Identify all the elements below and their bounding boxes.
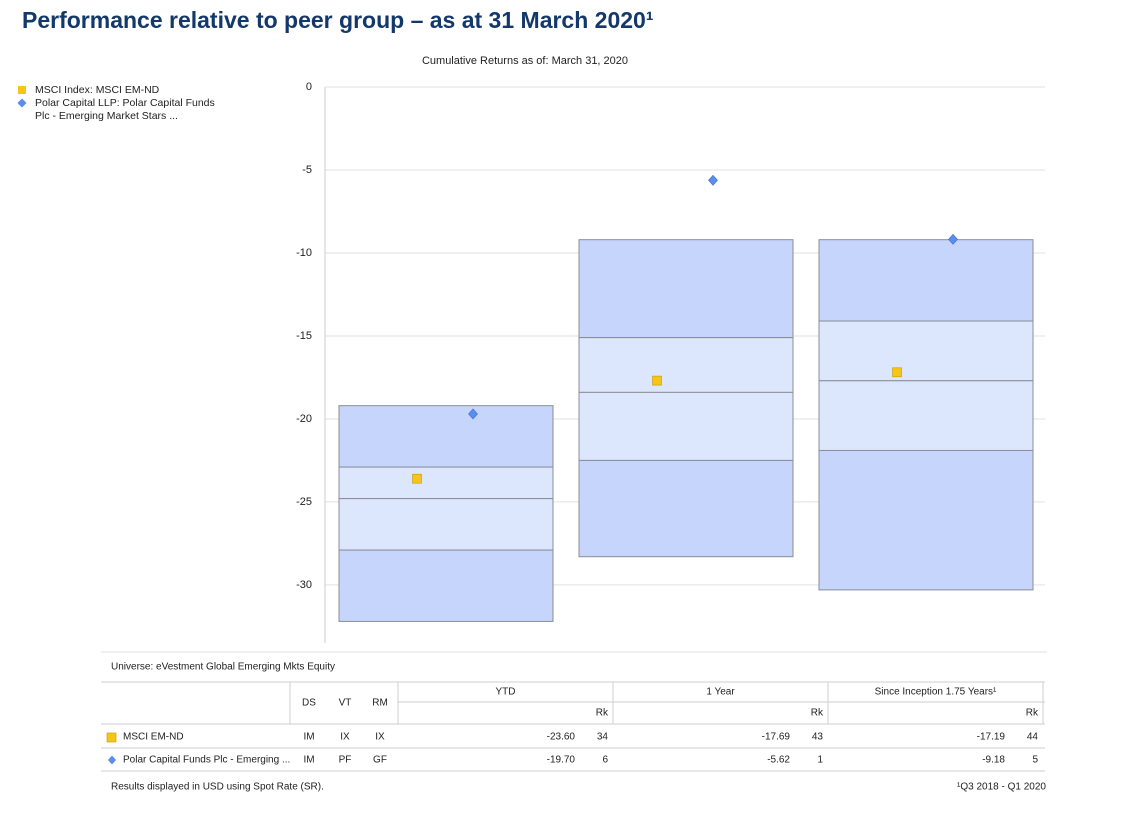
row-name: MSCI EM-ND xyxy=(123,732,184,743)
row-cell: 44 xyxy=(1027,732,1039,743)
quartile-box xyxy=(338,549,554,622)
rank-header: Rk xyxy=(1026,708,1039,719)
footer-left: Results displayed in USD using Spot Rate… xyxy=(111,782,324,793)
footer-right: ¹Q3 2018 - Q1 2020 xyxy=(957,782,1046,793)
y-tick-label: -30 xyxy=(296,579,312,591)
legend-item: MSCI Index: MSCI EM-ND xyxy=(17,84,222,97)
universe: Universe: eVestment Global Emerging Mkts… xyxy=(111,662,335,673)
point xyxy=(708,174,718,186)
rank-header: Rk xyxy=(596,708,609,719)
period-header: 1 Year xyxy=(706,687,735,698)
quartile-box xyxy=(818,320,1034,382)
row-cell: 1 xyxy=(817,755,823,766)
rank-header: Rk xyxy=(811,708,824,719)
y-tick-label: -10 xyxy=(296,247,312,259)
legend-label: MSCI Index: MSCI EM-ND xyxy=(35,84,160,96)
chart-title: Cumulative Returns as of: March 31, 2020 xyxy=(422,55,628,67)
point xyxy=(948,233,958,245)
quartile-box xyxy=(338,498,554,551)
quartile-box xyxy=(818,239,1034,322)
column-header: VT xyxy=(339,698,352,709)
point xyxy=(412,473,422,484)
column-header: RM xyxy=(372,698,388,709)
row-cell: -23.60 xyxy=(547,732,576,743)
period-header: YTD xyxy=(496,687,516,698)
legend-label: Polar Capital LLP: Polar Capital Funds P… xyxy=(35,97,215,122)
quartile-box xyxy=(578,391,794,461)
row-symbol xyxy=(106,732,117,743)
row-cell: -17.19 xyxy=(977,732,1006,743)
period-header: Since Inception 1.75 Years¹ xyxy=(875,687,997,698)
row-symbol xyxy=(108,755,116,765)
quartile-box xyxy=(338,466,554,500)
heading: Performance relative to peer group – as … xyxy=(22,7,654,33)
quartile-box xyxy=(338,405,554,468)
row-code: IM xyxy=(303,732,314,743)
row-cell: -17.69 xyxy=(762,732,791,743)
quartile-box xyxy=(818,449,1034,591)
y-tick-label: -15 xyxy=(296,330,312,342)
legend: MSCI Index: MSCI EM-ND Polar Capital LLP:… xyxy=(17,84,222,123)
y-tick-label: 0 xyxy=(306,81,312,93)
point xyxy=(468,408,478,420)
row-cell: 5 xyxy=(1032,755,1038,766)
quartile-box xyxy=(578,337,794,393)
row-code: IX xyxy=(340,732,350,743)
quartile-box xyxy=(578,239,794,339)
y-tick-label: -5 xyxy=(302,164,312,176)
row-name: Polar Capital Funds Plc - Emerging ... xyxy=(123,755,290,766)
row-code: PF xyxy=(339,755,352,766)
row-code: IX xyxy=(375,732,385,743)
quartile-box xyxy=(578,459,794,558)
legend-symbol xyxy=(18,86,26,94)
row-cell: 34 xyxy=(597,732,609,743)
row-code: GF xyxy=(373,755,387,766)
legend-item: Polar Capital LLP: Polar Capital Funds P… xyxy=(17,97,222,123)
point xyxy=(892,367,902,378)
row-cell: -9.18 xyxy=(982,755,1005,766)
row-cell: 43 xyxy=(812,732,824,743)
row-cell: -19.70 xyxy=(547,755,576,766)
legend-symbol xyxy=(17,98,27,108)
row-code: IM xyxy=(303,755,314,766)
column-header: DS xyxy=(302,698,316,709)
row-cell: -5.62 xyxy=(767,755,790,766)
y-tick-label: -20 xyxy=(296,413,312,425)
quartile-box xyxy=(818,380,1034,451)
row-cell: 6 xyxy=(602,755,608,766)
y-tick-label: -25 xyxy=(296,496,312,508)
point xyxy=(652,375,662,386)
